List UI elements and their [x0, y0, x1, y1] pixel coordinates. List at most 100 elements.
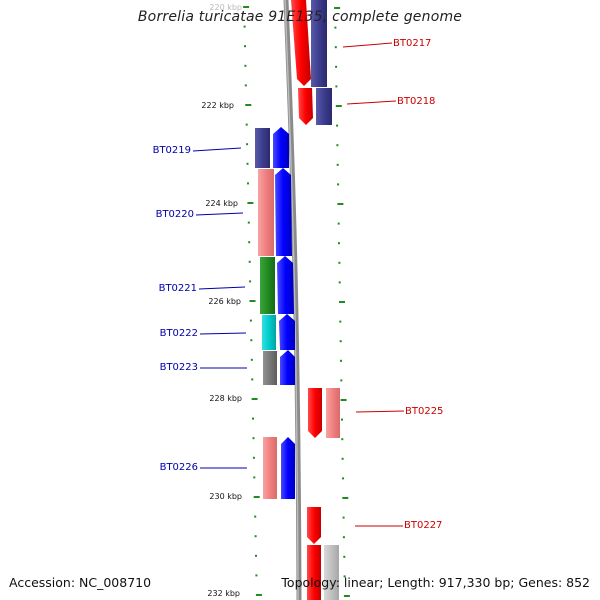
ruler-tick-minor-right [337, 222, 340, 225]
gene-label-bt0227[interactable]: BT0227 [404, 520, 442, 531]
gene-label-bt0218[interactable]: BT0218 [397, 96, 435, 107]
ruler-tick-minor [246, 143, 249, 146]
ruler-tick-minor [254, 515, 257, 518]
ruler-label-230: 230 kbp [209, 492, 242, 501]
ruler-tick-major-right [337, 203, 344, 205]
ruler-tick-major-right [342, 497, 349, 499]
ruler-label-220: 220 kbp [209, 3, 242, 12]
ruler-tick-major [243, 6, 250, 8]
gene-arrow-bt0225[interactable] [308, 388, 322, 438]
ruler-tick-minor [245, 123, 248, 126]
accession-text: Accession: NC_008710 [9, 575, 152, 590]
ruler-tick-minor-right [341, 457, 344, 460]
ruler-tick-minor [247, 182, 249, 185]
ruler-tick-minor [253, 476, 256, 479]
gene-labels: BT0217 BT0218 BT0225 BT0227 BT0219 BT022… [153, 38, 444, 531]
gene-label-bt0223[interactable]: BT0223 [160, 362, 198, 373]
ruler-tick-minor-right [338, 261, 341, 264]
ruler-tick-minor-right [338, 242, 340, 245]
ruler-tick-major-right [335, 105, 342, 107]
ruler-tick-minor [248, 241, 251, 244]
ruler-tick-major-right [339, 301, 345, 303]
gene-arrow-bt0217[interactable] [291, 0, 311, 86]
diagram-title: Borrelia turicatae 91E135, complete geno… [137, 9, 463, 25]
ruler-tick-major-right [334, 7, 341, 9]
gene-arrow-next-forward [307, 545, 321, 600]
ruler-tick-major [253, 496, 260, 498]
ruler-tick-minor [247, 221, 250, 224]
ruler-tick-minor [249, 280, 252, 283]
cog-bar-bt0220[interactable] [258, 169, 274, 256]
cog-bar-bt0226[interactable] [263, 437, 277, 499]
ruler-tick-minor [246, 162, 249, 165]
ruler-tick-minor [243, 25, 246, 28]
ruler-tick-minor [244, 84, 247, 87]
genome-backbone-highlight [284, 0, 299, 600]
ruler-labels: 220 kbp 222 kbp 224 kbp 226 kbp 228 kbp … [193, 2, 243, 598]
gene-arrow-bt0219[interactable] [273, 127, 289, 168]
ruler-tick-minor-right [343, 575, 346, 578]
gene-label-bt0225[interactable]: BT0225 [405, 406, 443, 417]
ruler-tick-minor-right [336, 163, 339, 166]
gene-arrow-bt0220[interactable] [275, 168, 292, 256]
cog-bar-bt0219[interactable] [255, 128, 270, 168]
ruler-tick-minor-right [339, 320, 342, 323]
ruler-tick-minor [250, 358, 253, 361]
cog-bar-next [324, 545, 339, 600]
ruler-tick-minor-right [335, 85, 338, 88]
ruler-tick-minor-right [340, 359, 342, 362]
ruler-tick-major-right [340, 399, 347, 401]
ruler-tick-major [245, 104, 252, 106]
ruler-tick-minor [255, 554, 257, 557]
ruler-tick-minor-right [336, 144, 339, 147]
ruler-tick-major-right [343, 595, 350, 597]
gene-arrow-bt0222[interactable] [279, 314, 295, 350]
gene-arrow-bt0223[interactable] [280, 350, 295, 385]
gene-arrow-bt0226[interactable] [281, 437, 295, 499]
cog-bar-bt0218[interactable] [316, 88, 332, 125]
cog-bar-bt0225[interactable] [326, 388, 340, 438]
ruler-tick-major [255, 594, 262, 596]
forward-gene-arrows [291, 0, 322, 600]
ruler-tick-minor [252, 437, 255, 440]
gene-label-bt0219[interactable]: BT0219 [153, 145, 191, 156]
ruler-tick-minor [248, 260, 251, 263]
gene-label-bt0222[interactable]: BT0222 [160, 328, 198, 339]
ruler-tick-minor [255, 574, 258, 577]
ruler-label-228: 228 kbp [209, 394, 242, 403]
gene-label-bt0217[interactable]: BT0217 [393, 38, 431, 49]
gene-label-bt0221[interactable]: BT0221 [159, 283, 197, 294]
cog-bar-bt0217[interactable] [311, 0, 327, 87]
cog-bar-bt0223[interactable] [263, 351, 277, 385]
cog-bar-bt0222[interactable] [262, 315, 276, 350]
ruler-tick-minor-right [341, 438, 344, 441]
ruler-tick-minor-right [342, 536, 345, 539]
gene-arrow-bt0221[interactable] [277, 256, 294, 314]
gene-label-bt0220[interactable]: BT0220 [156, 209, 194, 220]
topology-text: Topology: linear; Length: 917,330 bp; Ge… [281, 575, 590, 590]
ruler-tick-minor [252, 456, 255, 459]
gene-arrow-bt0218[interactable] [298, 88, 313, 125]
ruler-tick-minor-right [335, 65, 338, 68]
ruler-tick-major [247, 202, 254, 204]
ruler-tick-minor-right [342, 516, 345, 519]
gene-arrow-bt0227[interactable] [307, 507, 321, 544]
label-leaders [192, 42, 405, 527]
ruler-tick-minor-right [334, 26, 337, 29]
ruler-tick-minor-right [337, 183, 340, 186]
ruler-tick-minor [252, 417, 254, 420]
ruler-tick-minor [244, 64, 247, 67]
ruler-tick-minor-right [338, 281, 341, 284]
genome-backbone [283, 0, 302, 600]
ruler-tick-minor-right [340, 379, 343, 382]
ruler-tick-minor [244, 45, 246, 48]
gene-label-bt0226[interactable]: BT0226 [160, 462, 198, 473]
reverse-cog-bars [255, 128, 277, 499]
ruler-label-224: 224 kbp [205, 199, 238, 208]
ruler-ticks [243, 6, 350, 597]
ruler-tick-minor-right [342, 477, 344, 480]
ruler-label-232: 232 kbp [207, 589, 240, 598]
ruler-tick-minor [250, 339, 253, 342]
cog-bar-bt0221[interactable] [260, 257, 275, 314]
